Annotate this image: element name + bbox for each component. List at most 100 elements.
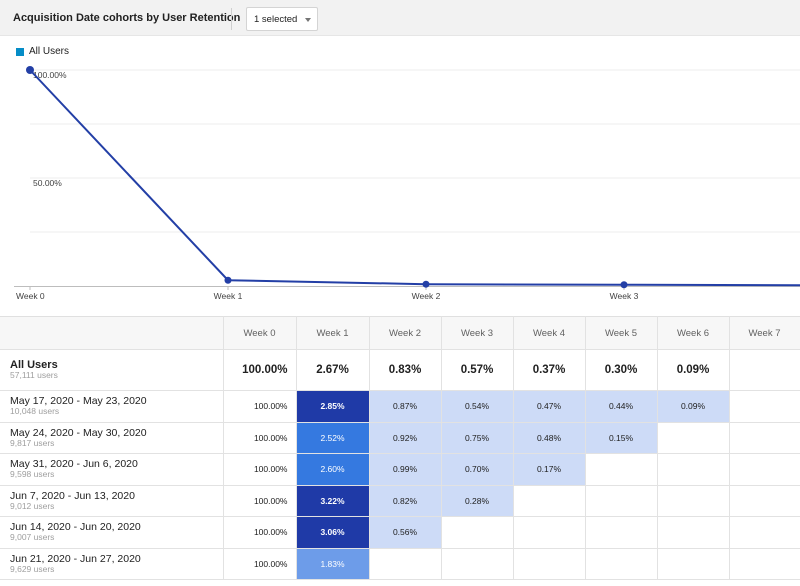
- column-header-week-0: Week 0: [222, 316, 297, 350]
- total-cell: 0.57%: [440, 349, 514, 391]
- cohort-name: May 31, 2020 - Jun 6, 2020: [10, 458, 138, 471]
- cohort-row-label: Jun 21, 2020 - Jun 27, 2020 9,629 users: [0, 547, 224, 580]
- retention-cell: 0.54%: [440, 390, 514, 423]
- retention-cell: 0.70%: [440, 453, 514, 486]
- total-cell: 2.67%: [295, 349, 370, 391]
- retention-cell: 0.17%: [512, 453, 586, 486]
- report-header: Acquisition Date cohorts by User Retenti…: [0, 0, 800, 36]
- cohort-row-label: Jun 14, 2020 - Jun 20, 2020 9,007 users: [0, 516, 224, 549]
- empty-cell: [656, 547, 730, 580]
- cohort-user-count: 9,007 users: [10, 532, 55, 543]
- column-header-week-7: Week 7: [728, 316, 800, 350]
- retention-cell: 3.22%: [295, 484, 370, 517]
- empty-cell: [728, 421, 800, 454]
- column-header-week-3: Week 3: [440, 316, 514, 350]
- empty-cell: [584, 547, 658, 580]
- empty-cell: [584, 516, 658, 549]
- retention-cell: 0.28%: [440, 484, 514, 517]
- retention-cell: 0.09%: [656, 390, 730, 423]
- y-tick-label: 50.00%: [33, 178, 62, 188]
- retention-cell: 0.92%: [368, 421, 442, 454]
- total-cell: 0.30%: [584, 349, 658, 391]
- retention-cell: 0.75%: [440, 421, 514, 454]
- x-tick-label: Week 0: [16, 291, 45, 301]
- table-row[interactable]: Jun 14, 2020 - Jun 20, 2020 9,007 users 10…: [0, 516, 800, 549]
- data-point: [26, 66, 34, 74]
- chevron-down-icon: [305, 18, 311, 22]
- retention-cell: 0.44%: [584, 390, 658, 423]
- legend-swatch: [16, 48, 24, 56]
- column-header-week-6: Week 6: [656, 316, 730, 350]
- cohort-table-container: Week 0 Week 1 Week 2 Week 3 Week 4 Week 5 Week…: [0, 316, 800, 580]
- total-row-label: All Users 57,111 users: [0, 349, 224, 391]
- empty-cell: [656, 516, 730, 549]
- cohort-name: May 17, 2020 - May 23, 2020: [10, 395, 147, 408]
- series-selector-value: 1 selected: [254, 14, 298, 25]
- x-tick-label: Week 1: [214, 291, 243, 301]
- empty-cell: [656, 421, 730, 454]
- retention-cell: 0.87%: [368, 390, 442, 423]
- retention-cell: 0.47%: [512, 390, 586, 423]
- total-cell: 0.83%: [368, 349, 442, 391]
- total-cell: [728, 349, 800, 391]
- header-divider: [231, 8, 232, 30]
- empty-cell: [656, 484, 730, 517]
- retention-cell: 100.00%: [222, 453, 297, 486]
- empty-cell: [728, 484, 800, 517]
- empty-cell: [728, 516, 800, 549]
- cohort-user-count: 9,629 users: [10, 563, 55, 574]
- retention-cell: 100.00%: [222, 390, 297, 423]
- cohort-user-count: 9,012 users: [10, 500, 55, 511]
- table-row[interactable]: Jun 7, 2020 - Jun 13, 2020 9,012 users 100…: [0, 484, 800, 517]
- retention-cell: 100.00%: [222, 547, 297, 580]
- empty-cell: [728, 453, 800, 486]
- table-corner-cell: [0, 316, 224, 350]
- data-point: [422, 280, 430, 288]
- cohort-row-label: Jun 7, 2020 - Jun 13, 2020 9,012 users: [0, 484, 224, 517]
- empty-cell: [512, 484, 586, 517]
- column-header-week-1: Week 1: [295, 316, 370, 350]
- cohort-user-count: 57,111 users: [10, 370, 58, 380]
- x-tick-label: Week 2: [412, 291, 441, 301]
- retention-cell: 2.85%: [295, 390, 370, 423]
- empty-cell: [584, 484, 658, 517]
- empty-cell: [656, 453, 730, 486]
- retention-cell: 0.56%: [368, 516, 442, 549]
- report-title: Acquisition Date cohorts by User Retenti…: [13, 12, 241, 24]
- total-cell: 100.00%: [222, 349, 297, 391]
- empty-cell: [584, 453, 658, 486]
- empty-cell: [440, 547, 514, 580]
- cohort-row-label: May 31, 2020 - Jun 6, 2020 9,598 users: [0, 453, 224, 486]
- retention-cell: 3.06%: [295, 516, 370, 549]
- retention-cell: 0.82%: [368, 484, 442, 517]
- total-cell: 0.37%: [512, 349, 586, 391]
- table-row[interactable]: Jun 21, 2020 - Jun 27, 2020 9,629 users 10…: [0, 547, 800, 580]
- empty-cell: [368, 547, 442, 580]
- series-selector[interactable]: 1 selected: [246, 7, 318, 31]
- total-cell: 0.09%: [656, 349, 730, 391]
- cohort-row-label: May 17, 2020 - May 23, 2020 10,048 users: [0, 390, 224, 423]
- cohort-table: Week 0 Week 1 Week 2 Week 3 Week 4 Week 5 Week…: [0, 316, 800, 580]
- retention-cell: 0.99%: [368, 453, 442, 486]
- table-row[interactable]: May 31, 2020 - Jun 6, 2020 9,598 users 100…: [0, 453, 800, 486]
- cohort-name: Jun 21, 2020 - Jun 27, 2020: [10, 552, 141, 565]
- table-row[interactable]: May 24, 2020 - May 30, 2020 9,817 users 10…: [0, 421, 800, 454]
- cohort-user-count: 9,817 users: [10, 437, 55, 448]
- table-row[interactable]: May 17, 2020 - May 23, 2020 10,048 users 1…: [0, 390, 800, 423]
- retention-cell: 100.00%: [222, 484, 297, 517]
- column-header-week-4: Week 4: [512, 316, 586, 350]
- legend-label: All Users: [29, 46, 70, 57]
- retention-cell: 2.60%: [295, 453, 370, 486]
- y-tick-label: 100.00%: [33, 70, 67, 80]
- data-point: [620, 281, 628, 289]
- retention-cell: 1.83%: [295, 547, 370, 580]
- cohort-name: May 24, 2020 - May 30, 2020: [10, 426, 147, 439]
- retention-cell: 100.00%: [222, 516, 297, 549]
- column-header-week-5: Week 5: [584, 316, 658, 350]
- empty-cell: [512, 547, 586, 580]
- x-tick-label: Week 3: [610, 291, 639, 301]
- table-header-row: Week 0 Week 1 Week 2 Week 3 Week 4 Week 5 Week…: [0, 316, 800, 350]
- cohort-row-label: May 24, 2020 - May 30, 2020 9,817 users: [0, 421, 224, 454]
- empty-cell: [728, 547, 800, 580]
